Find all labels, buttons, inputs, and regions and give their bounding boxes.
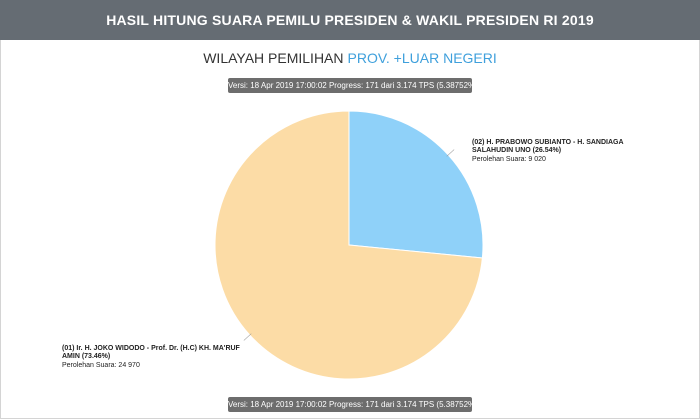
slice-label-jokowi-name: (01) Ir. H. JOKO WIDODO - Prof. Dr. (H.C… [62,345,240,360]
leader-line-prabowo [446,149,455,157]
slice-label-prabowo-name: (02) H. PRABOWO SUBIANTO - H. SANDIAGA S… [472,139,624,154]
slice-label-jokowi: (01) Ir. H. JOKO WIDODO - Prof. Dr. (H.C… [62,345,252,370]
slice-label-jokowi-votes: Perolehan Suara: 24 970 [62,362,140,369]
page-title: HASIL HITUNG SUARA PEMILU PRESIDEN & WAK… [106,12,594,28]
region-prefix: WILAYAH PEMILIHAN [203,50,344,66]
page-header: HASIL HITUNG SUARA PEMILU PRESIDEN & WAK… [0,0,700,40]
region-title: WILAYAH PEMILIHAN PROV. +LUAR NEGERI [0,50,700,66]
region-name-link[interactable]: PROV. +LUAR NEGERI [347,50,497,66]
leader-line-jokowi [243,333,252,341]
pie-slice-prabowo[interactable] [348,110,484,259]
version-badge-top: Versi: 18 Apr 2019 17:00:02 Progress: 17… [228,78,478,93]
version-badge-bottom: Versi: 18 Apr 2019 17:00:02 Progress: 17… [228,397,478,412]
slice-label-prabowo-votes: Perolehan Suara: 9 020 [472,156,546,163]
slice-label-prabowo: (02) H. PRABOWO SUBIANTO - H. SANDIAGA S… [472,139,642,164]
